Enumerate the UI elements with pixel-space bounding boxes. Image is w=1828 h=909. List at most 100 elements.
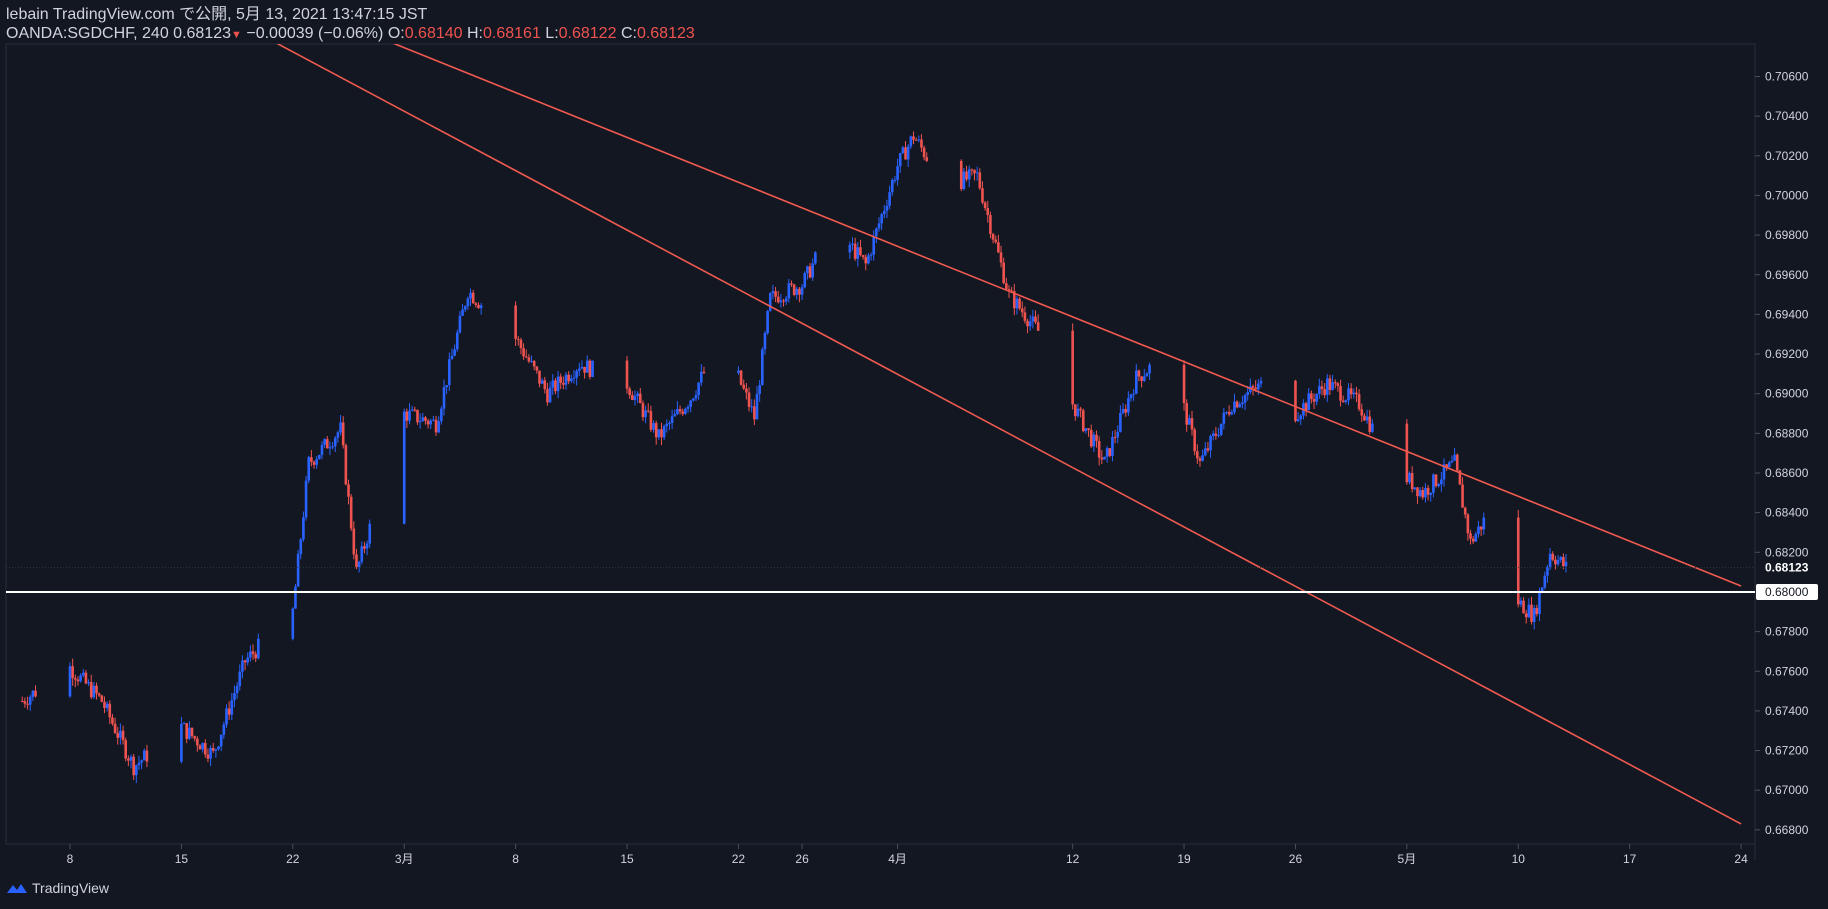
- candle-body: [1349, 388, 1353, 395]
- candle-body: [135, 765, 138, 776]
- candle-body: [1331, 382, 1334, 390]
- candle-body: [585, 360, 589, 373]
- candle-body: [1198, 458, 1202, 461]
- candle-body: [1073, 404, 1077, 417]
- candle-body: [543, 380, 547, 390]
- candle-body: [1360, 409, 1364, 416]
- current-price-label: 0.68123: [1765, 561, 1809, 575]
- candle-body: [1318, 386, 1321, 394]
- candle-body: [967, 169, 971, 180]
- candle-body: [872, 236, 876, 255]
- candle-body: [209, 747, 212, 759]
- candle-body: [1304, 403, 1308, 411]
- candle-body: [34, 690, 37, 697]
- candle-body: [1410, 473, 1414, 490]
- candle-body: [1089, 429, 1093, 447]
- candle-body: [405, 411, 409, 421]
- candle-body: [646, 410, 650, 412]
- candle-body: [1087, 428, 1090, 430]
- candle-body: [1357, 394, 1361, 410]
- candle-body: [1530, 604, 1533, 622]
- candle-body: [638, 393, 642, 404]
- candle-body: [243, 660, 247, 663]
- candle-body: [1413, 487, 1417, 490]
- candle-body: [750, 406, 753, 408]
- candle-body: [142, 750, 146, 761]
- candle-body: [1548, 553, 1552, 567]
- plot-area[interactable]: [5, 43, 1756, 845]
- candle-body: [737, 370, 740, 373]
- candle-body: [442, 387, 446, 409]
- price-axis[interactable]: 0.70600 0.70400 0.70200 0.70000 0.69800 0.696…: [1755, 70, 1818, 837]
- candle-body: [230, 700, 234, 715]
- candle-body: [970, 169, 974, 171]
- candle-body: [779, 300, 783, 303]
- candle-body: [527, 357, 531, 362]
- candle-body: [81, 672, 85, 676]
- candle-body: [644, 410, 647, 418]
- candle-body: [1363, 415, 1366, 421]
- candle-body: [1482, 517, 1486, 530]
- candle-body: [429, 420, 433, 425]
- candle-body: [989, 215, 992, 234]
- candle-body: [455, 332, 459, 350]
- candle-body: [896, 166, 899, 180]
- candle-body: [1142, 376, 1146, 381]
- candle-body: [410, 409, 414, 411]
- candle-body: [662, 426, 666, 438]
- candle-body: [975, 172, 979, 174]
- close-value: 0.68123: [636, 25, 695, 42]
- candle-body: [1113, 436, 1117, 438]
- y-tick-label: 0.69600: [1765, 268, 1809, 282]
- candle-body: [959, 160, 963, 190]
- candle-body: [233, 693, 236, 701]
- y-tick-label: 0.66800: [1765, 823, 1809, 837]
- candle-body: [652, 423, 655, 430]
- candle-body: [867, 255, 870, 264]
- y-tick-label: 0.68600: [1765, 466, 1809, 480]
- ohlc-line: OANDA:SGDCHF, 240 0.68123▼ −0.00039 (−0.…: [6, 24, 695, 45]
- candle-body: [811, 263, 814, 278]
- candle-body: [922, 147, 926, 158]
- candle-body: [1469, 533, 1472, 539]
- candle-body: [1516, 517, 1520, 605]
- open-value: 0.68140: [404, 25, 463, 42]
- candle-body: [684, 408, 687, 414]
- candle-body: [97, 693, 101, 696]
- y-tick-label: 0.70600: [1765, 70, 1809, 84]
- candle-body: [235, 686, 239, 694]
- brand-label: TradingView: [32, 880, 110, 896]
- channel-upper-line[interactable]: [372, 35, 1742, 587]
- candle-body: [1296, 419, 1300, 422]
- candle-body: [1535, 608, 1539, 615]
- candle-body: [352, 528, 356, 555]
- y-tick-label: 0.67400: [1765, 704, 1809, 718]
- tradingview-logo[interactable]: TradingView: [6, 880, 109, 896]
- candle-body: [1466, 514, 1470, 534]
- candle-body: [986, 208, 990, 216]
- candle-body: [1562, 557, 1565, 567]
- x-tick-label: 22: [732, 852, 746, 866]
- candle-body: [302, 517, 305, 540]
- candle-body: [800, 287, 804, 295]
- x-tick-label: 17: [1623, 852, 1637, 866]
- drawings-layer: [6, 35, 1755, 825]
- candle-body: [445, 385, 448, 388]
- candle-body: [1259, 380, 1263, 384]
- candle-body: [1092, 434, 1096, 447]
- candle-body: [755, 393, 759, 420]
- high-value: 0.68161: [483, 25, 541, 42]
- candle-body: [1036, 322, 1040, 331]
- candle-body: [1365, 416, 1369, 421]
- candle-body: [1344, 400, 1348, 402]
- candle-body: [1546, 566, 1549, 576]
- channel-lower-line[interactable]: [261, 35, 1742, 825]
- time-axis[interactable]: 8 15 22 3月 8 15 22 26 4月 12 19 26 5月 10 17 24: [67, 844, 1748, 866]
- candle-body: [1095, 434, 1098, 441]
- candle-body: [1355, 392, 1358, 395]
- candle-body: [254, 654, 257, 659]
- candle-body: [803, 273, 807, 288]
- candle-body: [463, 306, 467, 310]
- candle-body: [564, 374, 568, 385]
